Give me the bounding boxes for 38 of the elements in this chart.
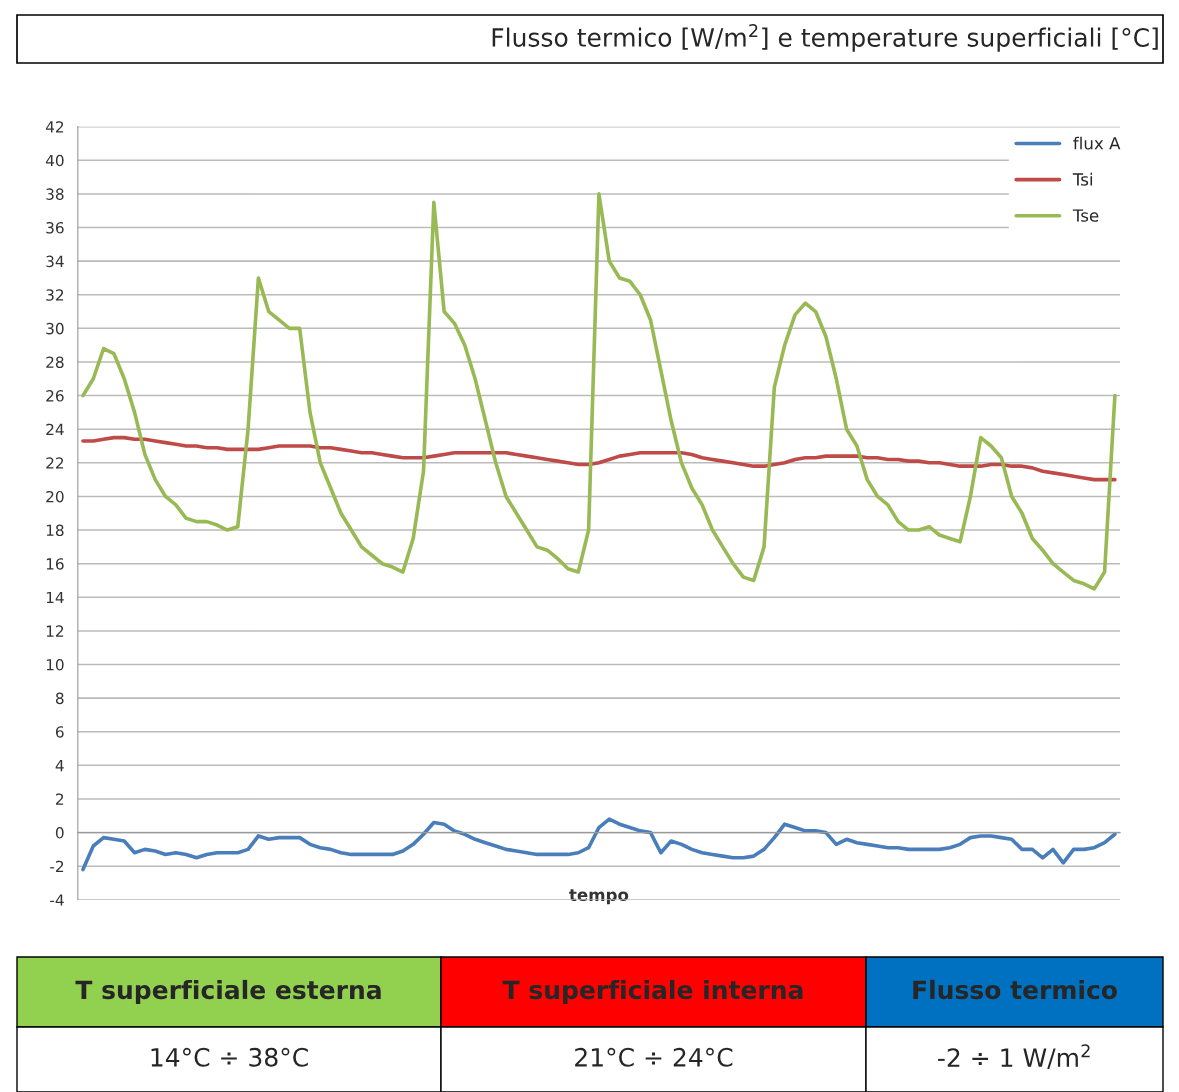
y-tick-label: 18: [46, 524, 64, 537]
y-tick-label: 10: [46, 658, 64, 671]
y-tick-label: -4: [50, 894, 64, 906]
text: 21°C ÷ 24°C: [575, 1047, 733, 1067]
text: 14°C ÷ 38°C: [151, 1047, 308, 1067]
y-tick-label: 28: [46, 356, 64, 368]
text: -2 ÷ 1 W/m$^{2}$: [938, 1044, 1090, 1070]
legend-label: Tsi: [1072, 172, 1093, 186]
y-tick-label: 12: [46, 625, 64, 637]
y-tick-label: 24: [46, 423, 64, 436]
x-axis-title: tempo: [569, 889, 629, 905]
y-tick-label: 38: [46, 188, 64, 200]
y-tick-label: 4: [55, 760, 64, 772]
y-tick-label: 8: [55, 692, 64, 705]
y-tick-label: 26: [46, 390, 64, 402]
y-tick-label: 6: [55, 726, 64, 738]
text: Flusso termico: [913, 979, 1117, 1000]
line-series: [81, 435, 1117, 482]
y-tick-label: 0: [55, 827, 64, 839]
chart-title: Flusso termico [W/m$^{2}$] e temperature superficiali [°C]: [492, 24, 1158, 52]
y-tick-label: 42: [45, 121, 64, 133]
y-tick-label: 16: [46, 558, 64, 570]
y-tick-label: 32: [46, 289, 64, 301]
line-series: [81, 817, 1117, 872]
y-tick-label: 30: [46, 322, 64, 335]
y-tick-label: 34: [46, 255, 64, 268]
y-tick-label: 2: [56, 793, 64, 805]
legend-label: Tse: [1072, 209, 1099, 222]
y-tick-label: 22: [46, 457, 64, 469]
y-tick-label: 14: [46, 591, 64, 604]
y-tick-label: 36: [46, 221, 64, 234]
text: T superficiale esterna: [75, 979, 381, 1005]
y-tick-label: 40: [45, 154, 64, 167]
y-tick-label: -2: [50, 860, 64, 872]
legend-label: flux A: [1073, 136, 1121, 150]
text: T superficiale interna: [502, 979, 803, 1005]
y-tick-label: 20: [46, 490, 64, 503]
line-series: [81, 192, 1117, 591]
